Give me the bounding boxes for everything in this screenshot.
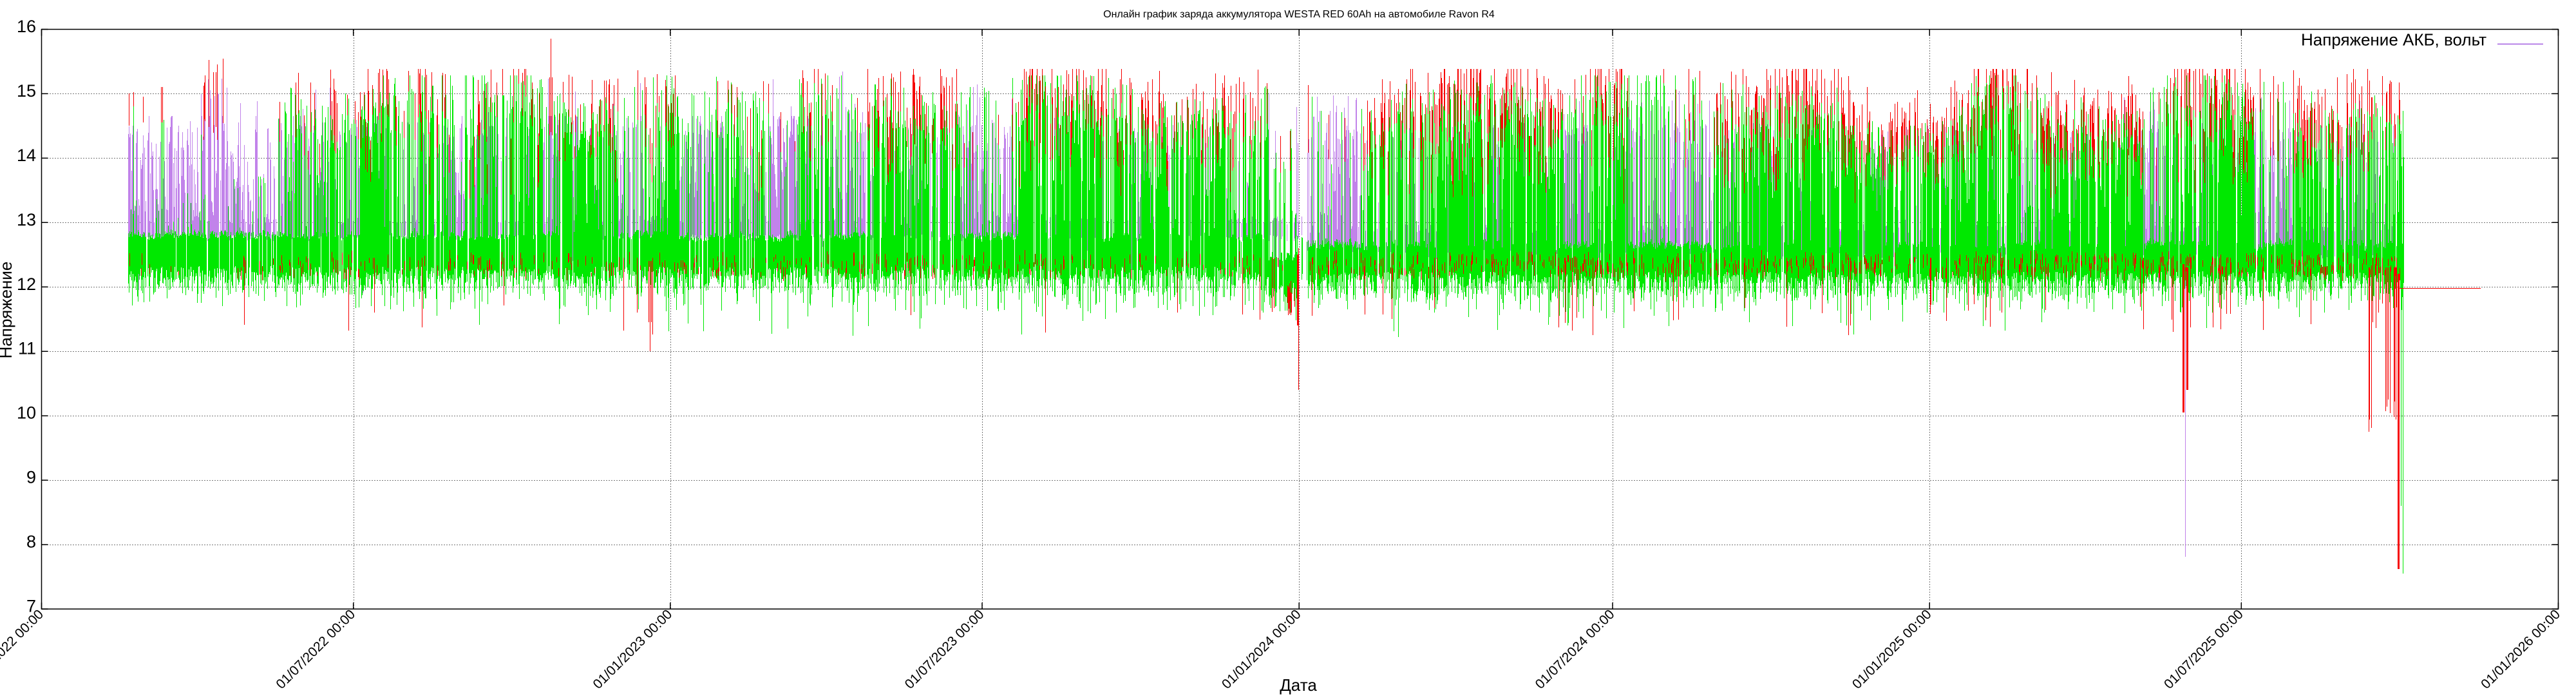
svg-text:8: 8: [26, 532, 36, 552]
svg-text:7: 7: [26, 597, 36, 616]
svg-text:10: 10: [17, 403, 36, 423]
svg-text:Онлайн график заряда аккумулят: Онлайн график заряда аккумулятора WESTA …: [1103, 9, 1495, 20]
svg-text:15: 15: [17, 81, 36, 101]
svg-text:14: 14: [17, 146, 36, 165]
svg-text:Дата: Дата: [1280, 675, 1317, 695]
svg-text:13: 13: [17, 210, 36, 229]
svg-text:9: 9: [26, 468, 36, 487]
svg-text:Напряжение: Напряжение: [0, 262, 15, 359]
svg-text:11: 11: [18, 339, 36, 358]
svg-text:12: 12: [17, 275, 36, 294]
svg-text:16: 16: [17, 17, 36, 36]
svg-text:Напряжение АКБ, вольт: Напряжение АКБ, вольт: [2301, 30, 2486, 50]
